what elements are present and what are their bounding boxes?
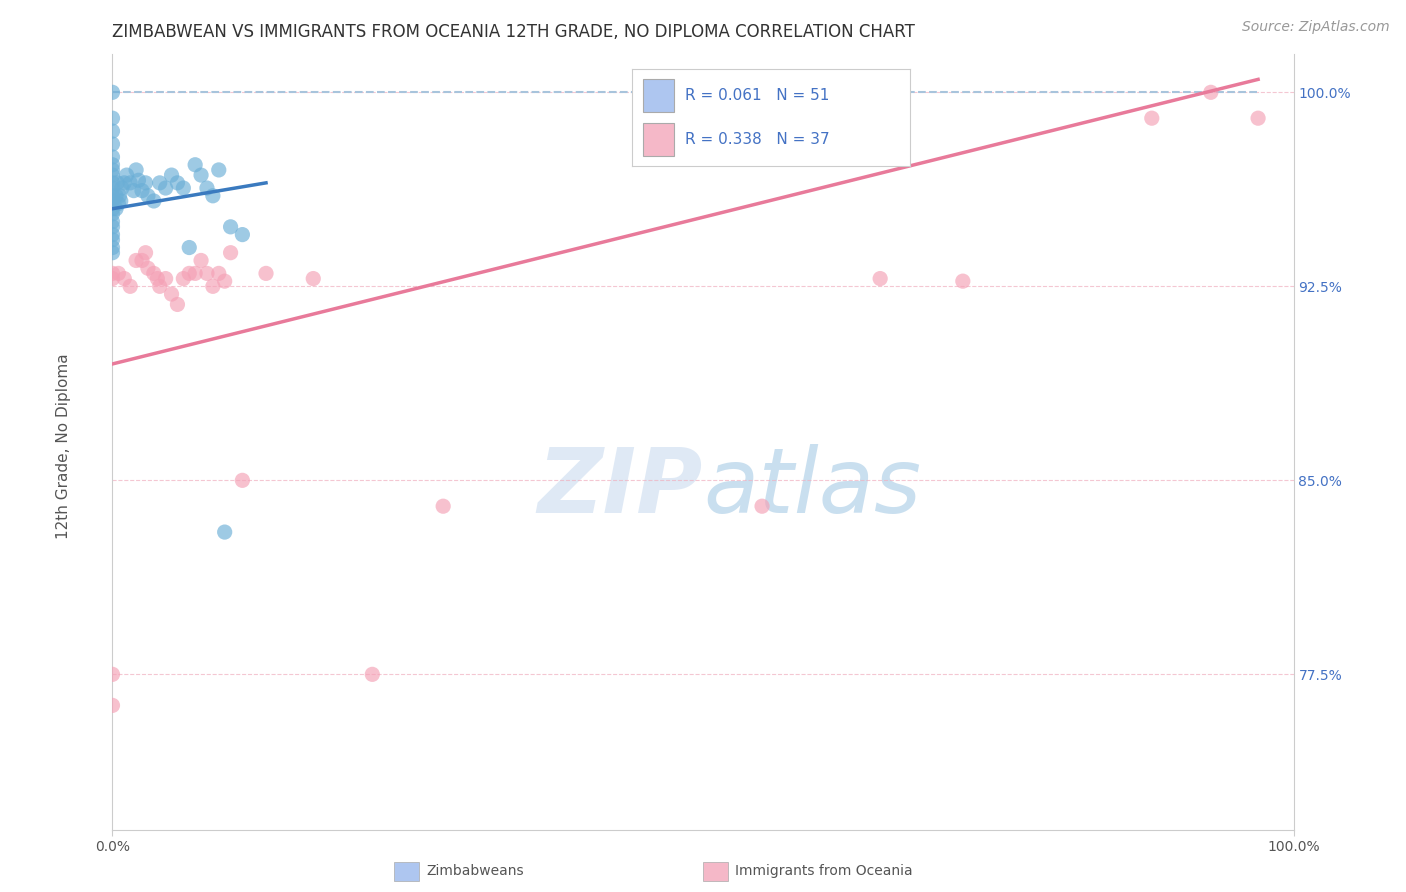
Point (1199, 85, 1222, 99)
Point (101, 181, 124, 195)
Text: atlas: atlas (703, 444, 921, 533)
Point (101, 136, 124, 151)
Text: 12th Grade, No Diploma: 12th Grade, No Diploma (56, 353, 72, 539)
Point (101, 233, 124, 247)
Point (101, 240, 124, 254)
Point (105, 202, 128, 216)
Point (208, 162, 231, 177)
Point (219, 219, 242, 234)
Point (172, 181, 194, 195)
Text: ZIMBABWEAN VS IMMIGRANTS FROM OCEANIA 12TH GRADE, NO DIPLOMA CORRELATION CHART: ZIMBABWEAN VS IMMIGRANTS FROM OCEANIA 12… (112, 23, 915, 41)
Point (201, 188, 224, 202)
Point (179, 266, 201, 280)
Point (101, 158, 124, 172)
Point (149, 279, 172, 293)
Point (149, 176, 172, 190)
Point (142, 266, 165, 280)
Point (135, 176, 157, 190)
Point (166, 176, 188, 190)
Point (122, 184, 145, 198)
Point (101, 85, 124, 99)
Point (231, 473, 253, 487)
Point (101, 245, 124, 260)
Point (101, 150, 124, 164)
Point (101, 168, 124, 182)
Point (184, 158, 207, 172)
Point (125, 162, 148, 177)
Point (101, 188, 124, 202)
Point (101, 227, 124, 242)
Point (172, 271, 194, 285)
Point (136, 261, 159, 276)
Text: Immigrants from Oceania: Immigrants from Oceania (735, 864, 912, 879)
Point (190, 168, 212, 182)
Point (112, 176, 135, 190)
Text: ZIP: ZIP (537, 444, 703, 533)
Point (125, 253, 148, 268)
Point (127, 173, 149, 187)
Point (302, 271, 325, 285)
Point (201, 279, 224, 293)
Point (131, 184, 153, 198)
Point (166, 297, 188, 311)
Point (146, 271, 169, 285)
Text: Zimbabweans: Zimbabweans (426, 864, 523, 879)
Point (214, 274, 236, 288)
Point (101, 176, 124, 190)
Point (101, 667, 124, 681)
Point (101, 162, 124, 177)
Point (219, 245, 242, 260)
Point (184, 266, 207, 280)
Text: Source: ZipAtlas.com: Source: ZipAtlas.com (1241, 20, 1389, 34)
Point (1140, 111, 1163, 125)
Point (160, 287, 183, 301)
Point (1247, 111, 1270, 125)
Point (136, 188, 159, 202)
Point (110, 194, 132, 208)
Point (112, 271, 135, 285)
Point (107, 266, 129, 280)
Point (155, 271, 177, 285)
Point (101, 207, 124, 221)
Point (869, 271, 891, 285)
Point (135, 245, 157, 260)
Point (120, 279, 142, 293)
Point (131, 253, 153, 268)
Point (120, 176, 142, 190)
Point (105, 188, 128, 202)
Point (101, 271, 124, 285)
Point (751, 499, 773, 513)
Point (155, 181, 177, 195)
Point (432, 499, 454, 513)
Point (361, 667, 384, 681)
Point (179, 240, 201, 254)
Point (105, 176, 128, 190)
Point (195, 266, 218, 280)
Point (115, 168, 138, 182)
Point (231, 227, 253, 242)
Point (107, 196, 129, 211)
Point (254, 266, 277, 280)
Point (101, 202, 124, 216)
Point (190, 253, 212, 268)
Point (101, 124, 124, 138)
Point (952, 274, 974, 288)
Point (214, 524, 236, 539)
Point (108, 188, 131, 202)
Point (101, 194, 124, 208)
Point (101, 219, 124, 234)
Point (142, 194, 165, 208)
Point (101, 698, 124, 713)
Point (101, 214, 124, 228)
Point (160, 168, 183, 182)
Point (111, 181, 134, 195)
Point (101, 266, 124, 280)
Point (195, 181, 218, 195)
Point (208, 266, 231, 280)
Point (101, 111, 124, 125)
